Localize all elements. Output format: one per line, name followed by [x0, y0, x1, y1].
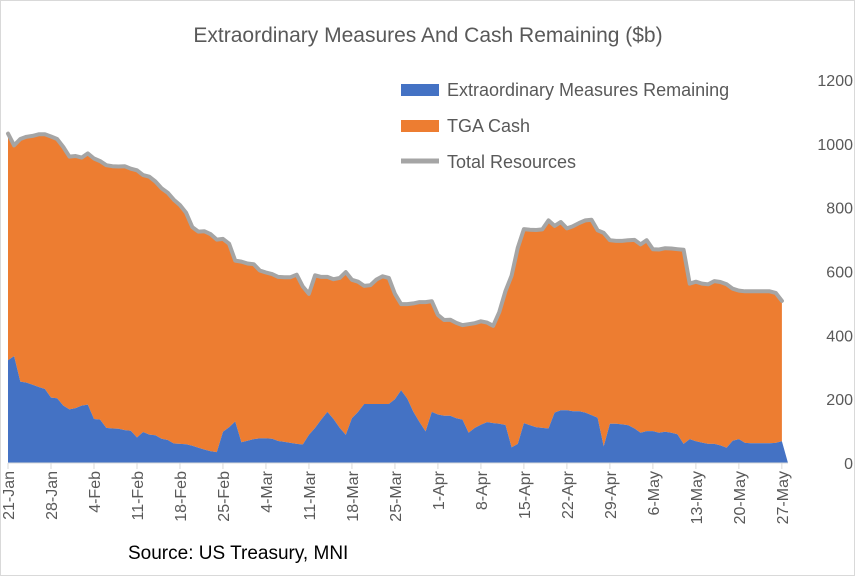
series-area-tga-cash [8, 133, 782, 453]
source-note: Source: US Treasury, MNI [128, 543, 348, 564]
y-axis-ticks: 0 200 400 600 800 1000 1200 [817, 73, 853, 473]
y-tick-label: 1000 [817, 137, 853, 154]
x-tick-label: 21-Jan [1, 471, 18, 520]
legend-item-measures: Extraordinary Measures Remaining [401, 80, 729, 100]
legend-label-measures: Extraordinary Measures Remaining [447, 80, 729, 100]
x-axis-ticks: 21-Jan 28-Jan 4-Feb 11-Feb 18-Feb 25-Feb 4-Mar… [1, 463, 792, 524]
y-tick-label: 0 [844, 456, 853, 473]
legend-swatch-measures [401, 84, 439, 96]
x-tick-label: 15-Apr [517, 470, 534, 519]
x-tick-label: 22-Apr [560, 470, 577, 519]
x-tick-label: 20-May [732, 471, 749, 524]
x-tick-label: 6-May [646, 471, 663, 515]
legend: Extraordinary Measures Remaining TGA Cas… [401, 80, 729, 172]
x-tick-label: 28-Jan [44, 471, 61, 520]
legend-item-total-resources: Total Resources [401, 152, 576, 172]
x-tick-label: 11-Mar [302, 470, 319, 520]
legend-label-total-resources: Total Resources [447, 152, 576, 172]
x-tick-label: 29-Apr [603, 470, 620, 519]
x-tick-label: 18-Mar [345, 470, 362, 521]
x-tick-label: 4-Mar [259, 470, 276, 512]
x-tick-label: 27-May [775, 471, 792, 524]
series-area-extraordinary-measures [8, 356, 788, 463]
x-tick-label: 1-Apr [431, 470, 448, 510]
series-line-total-resources [6, 131, 784, 328]
x-tick-label: 18-Feb [173, 471, 190, 522]
x-tick-label: 8-Apr [474, 470, 491, 510]
x-tick-label: 13-May [689, 471, 706, 524]
y-tick-label: 800 [826, 201, 853, 218]
legend-item-tga-cash: TGA Cash [401, 116, 530, 136]
x-tick-label: 25-Feb [216, 471, 233, 522]
x-tick-label: 11-Feb [130, 471, 147, 521]
plot-area [6, 131, 788, 463]
legend-swatch-tga-cash [401, 120, 439, 132]
x-tick-label: 4-Feb [87, 471, 104, 513]
legend-label-tga-cash: TGA Cash [447, 116, 530, 136]
y-tick-label: 400 [826, 328, 853, 345]
x-tick-label: 25-Mar [388, 470, 405, 521]
chart-title: Extraordinary Measures And Cash Remainin… [193, 24, 662, 47]
y-tick-label: 1200 [817, 73, 853, 90]
y-tick-label: 600 [826, 265, 853, 282]
y-tick-label: 200 [826, 392, 853, 409]
